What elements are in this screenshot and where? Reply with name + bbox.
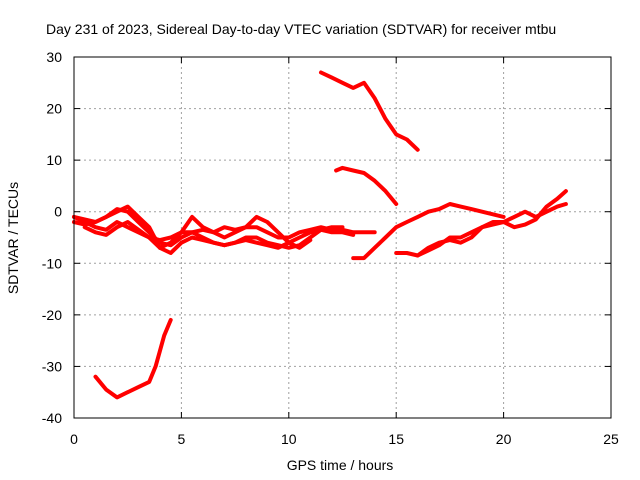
series-layer <box>72 70 568 400</box>
y-tick-label: 10 <box>46 152 62 168</box>
series-arc-j <box>415 189 568 258</box>
x-axis-label: GPS time / hours <box>287 457 394 473</box>
x-tick-label: 20 <box>496 431 512 447</box>
x-tick-label: 0 <box>70 431 78 447</box>
series-arc-c <box>72 204 313 250</box>
y-tick-label: -30 <box>42 358 62 374</box>
y-tick-label: -40 <box>42 410 62 426</box>
series-arc-e <box>93 318 173 400</box>
y-tick-label: -20 <box>42 307 62 323</box>
y-tick-label: -10 <box>42 255 62 271</box>
series-arc-d <box>82 220 356 255</box>
tick-layer: 0 5 10 15 20 25 30 20 10 0 -10 -20 -30 -40 <box>42 49 619 447</box>
series-arc-f <box>319 70 420 152</box>
series-arc-h <box>351 202 506 261</box>
x-tick-label: 25 <box>603 431 619 447</box>
plot-frame <box>73 56 612 419</box>
x-tick-label: 10 <box>281 431 297 447</box>
series-arc-g <box>334 165 399 206</box>
y-tick-label: 30 <box>46 49 62 65</box>
y-tick-label: 20 <box>46 101 62 117</box>
y-axis-label: SDTVAR / TECUs <box>5 182 21 294</box>
chart-title: Day 231 of 2023, Sidereal Day-to-day VTE… <box>46 21 556 37</box>
x-tick-label: 5 <box>178 431 186 447</box>
y-tick-label: 0 <box>54 204 62 220</box>
x-tick-label: 15 <box>388 431 404 447</box>
